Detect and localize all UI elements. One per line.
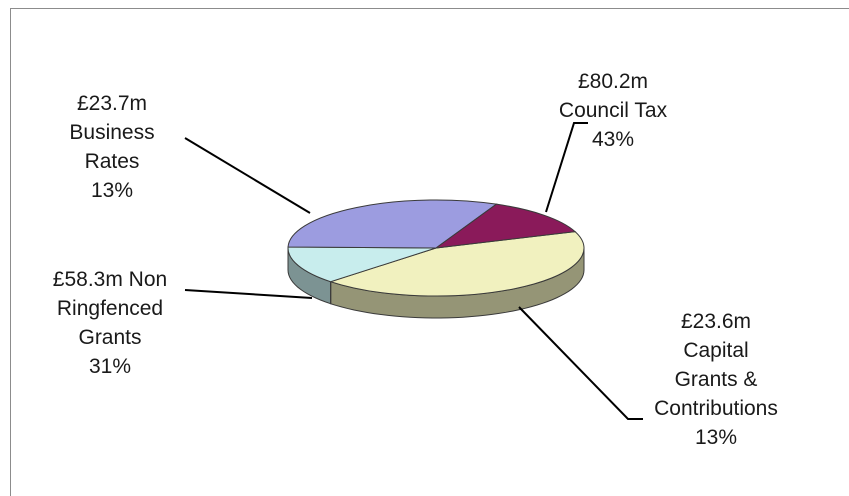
data-label-line: Council Tax (559, 99, 668, 122)
data-label-capital-grants-and-contributions: £23.6m Capital Grants & Contributions 13% (654, 310, 778, 449)
data-label-non-ringfenced-grants: £58.3m Non Ringfenced Grants 31% (53, 268, 167, 378)
data-label-council-tax: £80.2m Council Tax 43% (559, 70, 668, 151)
data-label-line: 13% (91, 179, 133, 202)
data-label-line: Contributions (654, 397, 778, 420)
data-label-line: Ringfenced (57, 297, 163, 320)
data-label-line: Grants & (675, 368, 758, 391)
data-label-line: £23.6m (681, 310, 751, 333)
data-label-line: £23.7m (77, 92, 147, 115)
leader-line-business-rates (184, 137, 311, 214)
leader-line-non-ringfenced-grants (184, 289, 313, 299)
pie-slice-capital-grants-and-contributions (287, 246, 437, 283)
data-label-line: 43% (592, 128, 634, 151)
leader-line-capital-grants-and-contributions (518, 306, 643, 420)
pie-slice-business-rates (434, 203, 577, 249)
data-label-line: Business (69, 121, 154, 144)
data-label-line: 31% (89, 355, 131, 378)
data-label-line: Rates (85, 150, 140, 173)
data-label-line: £80.2m (578, 70, 648, 93)
data-label-business-rates: £23.7m Business Rates 13% (69, 92, 154, 202)
data-label-line: Grants (78, 326, 141, 349)
data-label-line: Capital (683, 339, 748, 362)
pie-top-faces (287, 199, 585, 297)
pie-slice-non-ringfenced-grants (287, 199, 498, 249)
data-label-line: 13% (695, 426, 737, 449)
data-labels: £80.2m Council Tax 43% £23.6m Capital Grants … (53, 70, 778, 449)
pie-slice-council-tax (329, 231, 585, 297)
leader-line-council-tax (545, 122, 588, 213)
data-label-line: £58.3m Non (53, 268, 167, 291)
leader-lines (184, 122, 643, 420)
